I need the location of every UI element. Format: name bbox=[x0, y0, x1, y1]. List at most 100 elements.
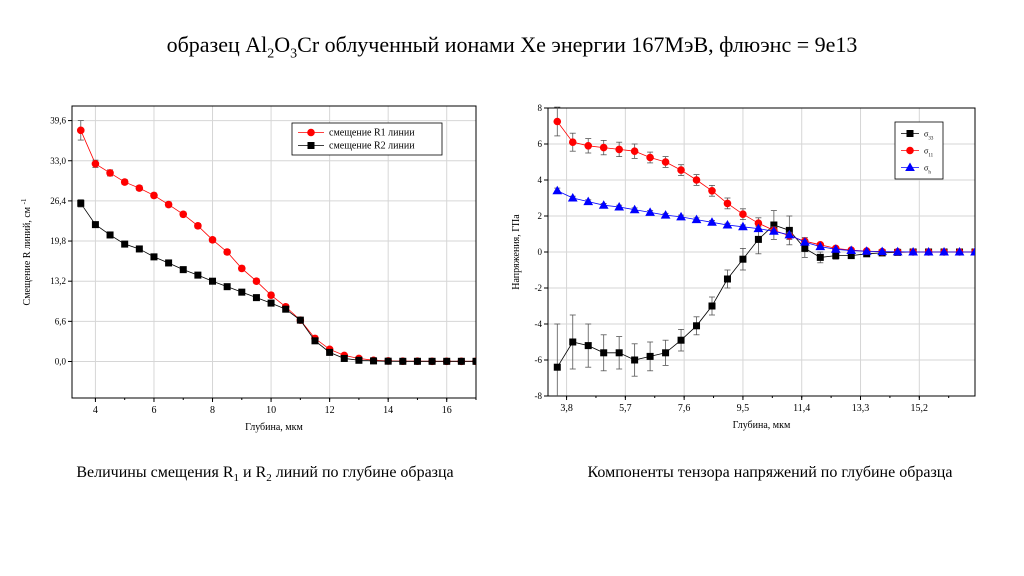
left-legend-box bbox=[291, 122, 443, 156]
right-series-0 bbox=[553, 210, 975, 396]
right-series-2-point bbox=[583, 196, 594, 206]
right-x-tick-label: 15,2 bbox=[911, 403, 929, 414]
right-series-1-point bbox=[553, 117, 562, 126]
left-series-1-point bbox=[326, 348, 334, 356]
right-y-axis: -8 -6 -4 -2 0 2 4 6 8 bbox=[535, 103, 548, 401]
right-series-2-point bbox=[784, 229, 795, 239]
right-series-0-point bbox=[708, 302, 716, 310]
left-y-axis-label-sup: -1 bbox=[20, 198, 28, 204]
right-x-tick-label: 7,6 bbox=[678, 403, 691, 414]
left-x-tick-label: 14 bbox=[383, 405, 393, 416]
right-series-0-point bbox=[832, 252, 840, 260]
right-series-1-point bbox=[723, 199, 732, 208]
slide-title: образец Al2O3Cr облученный ионами Xe эне… bbox=[166, 32, 858, 62]
right-legend-label-sub: h bbox=[928, 171, 931, 176]
left-series-1-point bbox=[223, 283, 231, 291]
caption-right: Компоненты тензора напряжений по глубине… bbox=[587, 464, 953, 481]
right-series-1-point bbox=[661, 158, 670, 166]
left-x-axis: 4 6 8 10 12 14 16 bbox=[93, 398, 477, 416]
left-series-1-point bbox=[428, 357, 436, 365]
left-x-tick-label: 4 bbox=[93, 405, 98, 416]
right-series-0-point bbox=[615, 349, 623, 357]
right-series-2-point bbox=[567, 192, 578, 202]
left-series-0-point bbox=[179, 210, 188, 219]
right-series-1-point bbox=[615, 145, 623, 154]
right-series-2-point bbox=[645, 207, 655, 216]
right-x-tick-label: 5,7 bbox=[619, 403, 632, 414]
right-series-0-point bbox=[600, 349, 608, 357]
right-legend-swatch-marker bbox=[906, 130, 914, 137]
left-y-tick-label: 33,0 bbox=[50, 156, 66, 166]
right-series-1-point bbox=[568, 138, 577, 146]
right-series-2-point bbox=[722, 219, 733, 229]
left-series-1-point bbox=[179, 266, 187, 274]
right-y-tick-label: -8 bbox=[535, 391, 543, 401]
right-y-tick-label: -2 bbox=[535, 283, 543, 293]
left-series-0-point bbox=[106, 169, 114, 177]
caption-left: Величины смещения R1 и R2 линий по глуби… bbox=[76, 464, 454, 485]
right-series-2-point bbox=[954, 246, 965, 256]
left-series-1-point bbox=[121, 240, 129, 248]
left-series-0-point bbox=[208, 236, 217, 244]
right-y-axis-label: Напряжения, ГПа bbox=[511, 214, 522, 290]
left-series-0-point bbox=[91, 159, 100, 168]
right-x-tick-label: 3,8 bbox=[560, 403, 573, 414]
left-series-1-point bbox=[165, 259, 173, 267]
right-series-2-point bbox=[908, 246, 918, 256]
left-series-1-point bbox=[384, 357, 392, 365]
right-x-axis: 3,8 5,7 7,6 9,5 11,4 13,3 15,2 bbox=[560, 396, 950, 414]
left-y-tick-label: 13,2 bbox=[50, 276, 66, 286]
right-series-0-point bbox=[646, 352, 654, 360]
left-x-axis-label: Глубина, мкм bbox=[245, 422, 303, 433]
right-series-2-point bbox=[629, 204, 640, 214]
right-x-axis-label: Глубина, мкм bbox=[733, 420, 791, 431]
left-series-1-point bbox=[399, 357, 407, 365]
left-series-1-point bbox=[311, 337, 319, 345]
right-series-1-point bbox=[599, 143, 608, 152]
right-series-2 bbox=[552, 185, 975, 256]
left-series-0-point bbox=[194, 222, 202, 230]
left-y-axis-label: Смещение R линий, см -1 bbox=[20, 198, 33, 305]
left-series-0-point bbox=[76, 126, 85, 135]
left-series-1-point bbox=[472, 357, 476, 365]
right-series-2-point bbox=[707, 217, 717, 226]
right-series-0-point bbox=[584, 342, 592, 350]
left-series-1-point bbox=[443, 357, 451, 365]
left-x-tick-label: 12 bbox=[325, 405, 335, 416]
left-series-0-point bbox=[237, 264, 246, 273]
right-series-0-point bbox=[723, 275, 731, 283]
right-series-2-point bbox=[877, 246, 888, 256]
right-series-2-point bbox=[830, 244, 841, 253]
left-series-1-point bbox=[77, 199, 85, 207]
left-series-1-point bbox=[370, 357, 378, 365]
right-series-2-point bbox=[769, 226, 779, 235]
right-legend-label-sub: 11 bbox=[928, 154, 933, 159]
right-x-tick-label: 9,5 bbox=[737, 403, 750, 414]
left-x-tick-label: 8 bbox=[210, 405, 215, 416]
right-series-2-point bbox=[939, 246, 949, 256]
left-x-tick-label: 10 bbox=[266, 405, 276, 416]
right-series-0-point bbox=[569, 338, 577, 346]
right-legend-swatch-marker bbox=[905, 162, 915, 171]
right-series-0-point bbox=[553, 363, 561, 371]
left-y-tick-label: 6,6 bbox=[55, 316, 67, 326]
left-legend: смещение R1 линии смещение R2 линии bbox=[291, 122, 443, 156]
right-series-0-point bbox=[662, 349, 670, 357]
right-series-2-point bbox=[552, 185, 563, 195]
right-series-2-point bbox=[799, 237, 810, 246]
right-series-0-point bbox=[816, 253, 824, 261]
left-legend-label: смещение R2 линии bbox=[329, 141, 415, 152]
right-series-0-point bbox=[693, 322, 701, 330]
left-y-axis: 0,0 6,6 13,2 19,8 26,4 33,0 39,6 bbox=[50, 116, 72, 367]
right-y-tick-label: -4 bbox=[535, 319, 543, 329]
right-series-2-point bbox=[970, 246, 975, 256]
right-series-1-point bbox=[708, 187, 716, 195]
left-series-0-point bbox=[267, 291, 275, 299]
right-series-2-line bbox=[557, 190, 975, 253]
left-x-tick-label: 16 bbox=[442, 405, 452, 416]
right-x-tick-label: 11,4 bbox=[793, 403, 810, 414]
right-series-1-point bbox=[677, 166, 685, 174]
